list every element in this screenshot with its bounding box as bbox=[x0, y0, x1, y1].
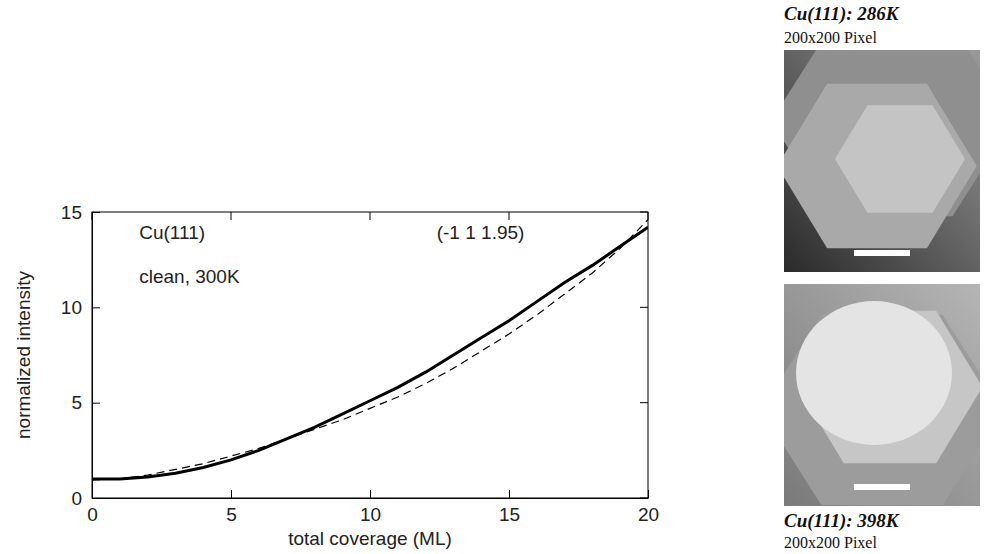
x-tick-mark-top bbox=[92, 212, 93, 220]
x-tick-mark-top bbox=[231, 212, 232, 220]
terrace bbox=[796, 301, 952, 445]
panel-title: Cu(111): 398K bbox=[784, 510, 900, 532]
y-tick-mark-right bbox=[640, 498, 648, 499]
x-axis-line bbox=[93, 498, 649, 499]
y-tick-mark bbox=[92, 403, 100, 404]
y-tick: 5 bbox=[71, 392, 100, 413]
x-tick-label: 5 bbox=[226, 504, 237, 525]
y-axis-line bbox=[92, 213, 93, 499]
x-tick-mark bbox=[231, 490, 232, 498]
annotation: (-1 1 1.95) bbox=[437, 222, 525, 243]
x-tick-label: 15 bbox=[499, 504, 520, 525]
scale-bar bbox=[854, 484, 910, 490]
stm-image bbox=[784, 284, 980, 506]
series-line bbox=[92, 220, 648, 480]
x-tick-mark-top bbox=[648, 212, 649, 220]
y-tick-mark-right bbox=[640, 212, 648, 213]
x-tick: 5 bbox=[226, 490, 237, 525]
terrace bbox=[835, 105, 965, 212]
y-tick-mark bbox=[92, 212, 100, 213]
y-axis-title: normalized intensity bbox=[13, 271, 34, 439]
x-axis: 0 5 10 15 20 bbox=[87, 490, 659, 525]
panel-subtitle: 200x200 Pixel bbox=[784, 534, 877, 551]
annotation: Cu(111) bbox=[139, 222, 205, 243]
x-tick-label: 20 bbox=[638, 504, 659, 525]
y-tick: 0 bbox=[71, 488, 100, 509]
annotation: clean, 300K bbox=[139, 266, 240, 287]
y-tick-label: 5 bbox=[71, 392, 82, 413]
y-tick-label: 15 bbox=[61, 202, 82, 223]
y-tick-label: 0 bbox=[71, 488, 82, 509]
stm-image bbox=[784, 50, 980, 272]
y-tick-mark-right bbox=[640, 307, 648, 308]
y-axis: 0 5 10 15 bbox=[61, 202, 100, 509]
x-tick: 15 bbox=[499, 490, 520, 525]
series-line bbox=[92, 227, 648, 479]
x-tick: 20 bbox=[638, 490, 659, 525]
x-tick-label: 10 bbox=[360, 504, 381, 525]
y-tick: 15 bbox=[61, 202, 100, 223]
y-tick-mark bbox=[92, 498, 100, 499]
scale-bar bbox=[854, 250, 910, 256]
y-tick: 10 bbox=[61, 297, 100, 318]
plot-frame bbox=[92, 212, 648, 498]
x-tick-mark bbox=[370, 490, 371, 498]
terrace bbox=[784, 84, 977, 249]
x-tick: 10 bbox=[360, 490, 381, 525]
x-tick-mark bbox=[648, 490, 649, 498]
x-axis-title: total coverage (ML) bbox=[288, 528, 452, 549]
panel-title: Cu(111): 286K bbox=[784, 3, 900, 25]
x-tick-mark-top bbox=[370, 212, 371, 220]
figure: 0 5 10 15 20 0 5 10 15 total coverage (ML) normali… bbox=[0, 0, 986, 554]
y-tick-mark-right bbox=[640, 402, 648, 403]
x-tick-label: 0 bbox=[87, 504, 98, 525]
x-tick-mark bbox=[509, 490, 510, 498]
x-tick-mark-top bbox=[509, 212, 510, 220]
panel-subtitle: 200x200 Pixel bbox=[784, 29, 877, 46]
y-tick-mark bbox=[92, 307, 100, 308]
y-tick-label: 10 bbox=[61, 297, 82, 318]
plot-area bbox=[92, 220, 648, 480]
